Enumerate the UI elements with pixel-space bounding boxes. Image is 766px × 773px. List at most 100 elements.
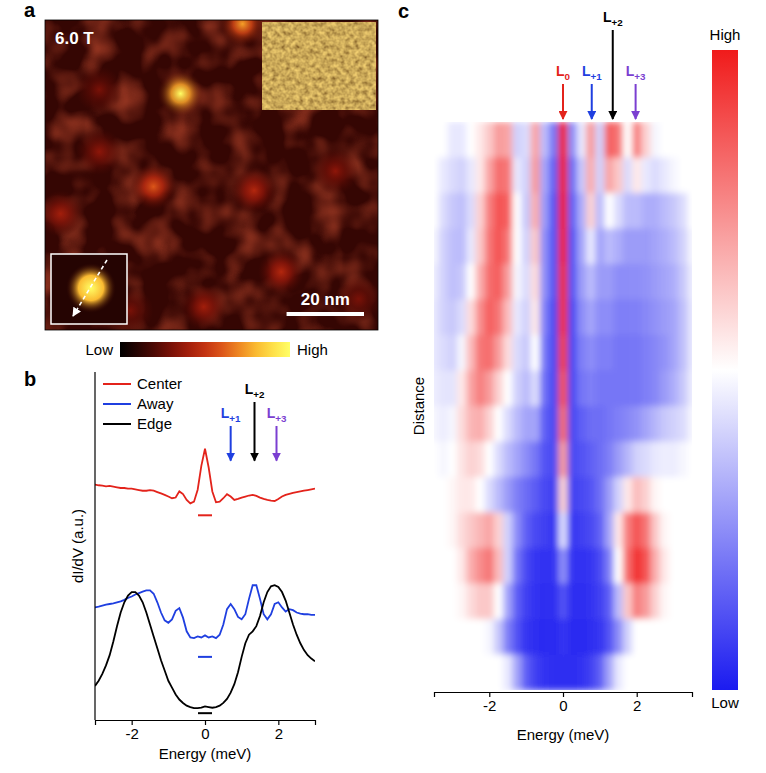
heat-cell bbox=[586, 158, 596, 194]
map-background bbox=[45, 20, 378, 330]
legend: CenterAwayEdge bbox=[103, 375, 182, 432]
heat-cell bbox=[660, 655, 670, 691]
heat-cell bbox=[614, 371, 624, 407]
heat-cell bbox=[577, 477, 587, 513]
heat-cell bbox=[448, 548, 458, 584]
heat-cell bbox=[623, 229, 633, 265]
heat-cell bbox=[623, 584, 633, 620]
heat-cell bbox=[434, 371, 439, 407]
heat-cell bbox=[669, 442, 679, 478]
heat-cell bbox=[651, 477, 661, 513]
heat-cell bbox=[531, 122, 541, 158]
heat-cell bbox=[448, 122, 458, 158]
heat-cell bbox=[595, 442, 605, 478]
peak-label-sub: +1 bbox=[590, 71, 602, 82]
heat-cell bbox=[614, 158, 624, 194]
heat-cell bbox=[632, 300, 642, 336]
heat-cell bbox=[485, 335, 495, 371]
heat-cell bbox=[466, 442, 476, 478]
heat-cell bbox=[641, 264, 651, 300]
heat-cell bbox=[623, 406, 633, 442]
tick: 0 bbox=[559, 692, 567, 714]
heat-cell bbox=[434, 300, 439, 336]
heat-cell bbox=[678, 548, 688, 584]
heat-cell bbox=[568, 264, 578, 300]
heat-cell bbox=[558, 193, 568, 229]
heat-cell bbox=[568, 655, 578, 691]
heat-cell bbox=[660, 122, 670, 158]
heat-cell bbox=[604, 477, 614, 513]
heat-cell bbox=[475, 584, 485, 620]
heat-cell bbox=[457, 122, 467, 158]
heat-cell bbox=[439, 477, 449, 513]
heat-cell bbox=[586, 406, 596, 442]
heat-cell bbox=[457, 477, 467, 513]
heat-cell bbox=[595, 406, 605, 442]
heat-cell bbox=[568, 158, 578, 194]
heat-cell bbox=[522, 619, 532, 655]
heat-cell bbox=[660, 477, 670, 513]
heat-cell bbox=[577, 300, 587, 336]
heat-cell bbox=[549, 122, 559, 158]
heat-cell bbox=[577, 619, 587, 655]
heat-cell bbox=[457, 158, 467, 194]
heat-cell bbox=[549, 158, 559, 194]
heat-cell bbox=[494, 158, 504, 194]
heat-cell bbox=[558, 442, 568, 478]
heat-cell bbox=[568, 477, 578, 513]
heat-cell bbox=[485, 264, 495, 300]
heat-cell bbox=[457, 335, 467, 371]
heat-cell bbox=[632, 193, 642, 229]
heat-cell bbox=[577, 158, 587, 194]
heat-cell bbox=[475, 158, 485, 194]
peak-label: L+3 bbox=[267, 405, 287, 424]
peak-arrow bbox=[635, 84, 637, 119]
heat-cell bbox=[494, 584, 504, 620]
heat-cell bbox=[568, 335, 578, 371]
heat-cell bbox=[687, 122, 692, 158]
heat-cell bbox=[475, 264, 485, 300]
heat-cell bbox=[577, 122, 587, 158]
heat-cell bbox=[623, 619, 633, 655]
heat-cell bbox=[434, 513, 439, 549]
heat-cell bbox=[475, 335, 485, 371]
peak-label-sub: +2 bbox=[611, 17, 623, 28]
heat-cell bbox=[522, 371, 532, 407]
colorbar-label: Low bbox=[711, 694, 739, 711]
heat-cell bbox=[577, 335, 587, 371]
heat-cell bbox=[503, 584, 513, 620]
legend-label: Edge bbox=[137, 415, 172, 432]
heat-cell bbox=[549, 229, 559, 265]
heat-cell bbox=[558, 158, 568, 194]
heat-cell bbox=[448, 655, 458, 691]
heat-cell bbox=[503, 335, 513, 371]
x-axis-title: Energy (meV) bbox=[517, 726, 610, 743]
heat-cell bbox=[457, 655, 467, 691]
heat-cell bbox=[577, 371, 587, 407]
heat-cell bbox=[448, 193, 458, 229]
heat-cell bbox=[475, 619, 485, 655]
heat-cell bbox=[614, 300, 624, 336]
heat-cell bbox=[531, 229, 541, 265]
heat-cell bbox=[457, 193, 467, 229]
heat-cell bbox=[466, 548, 476, 584]
peak-label: L+1 bbox=[582, 63, 602, 82]
heat-cell bbox=[439, 442, 449, 478]
heat-cell bbox=[586, 655, 596, 691]
heat-cell bbox=[540, 371, 550, 407]
heat-cell bbox=[641, 406, 651, 442]
heat-cell bbox=[503, 548, 513, 584]
heat-cell bbox=[540, 229, 550, 265]
heat-cell bbox=[558, 300, 568, 336]
panel-label: c bbox=[398, 0, 409, 22]
tick-label: 0 bbox=[201, 725, 209, 742]
heat-cell bbox=[604, 513, 614, 549]
heat-cell bbox=[586, 513, 596, 549]
heat-cell bbox=[475, 655, 485, 691]
heat-cell bbox=[623, 477, 633, 513]
heat-cell bbox=[434, 264, 439, 300]
heat-cell bbox=[558, 477, 568, 513]
heat-cell bbox=[485, 513, 495, 549]
heat-cell bbox=[475, 300, 485, 336]
heat-cell bbox=[641, 442, 651, 478]
